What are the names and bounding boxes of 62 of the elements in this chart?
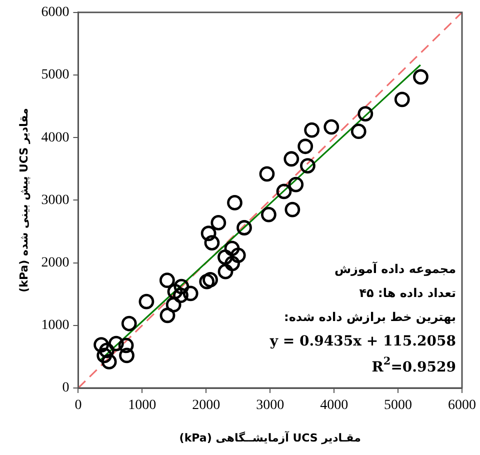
point [358, 106, 374, 122]
point [182, 286, 198, 302]
point [230, 248, 246, 263]
y-tick-label: 3000 [41, 192, 70, 208]
point [160, 308, 176, 324]
point [199, 274, 215, 290]
point [218, 264, 234, 280]
point [224, 256, 240, 272]
point [166, 297, 182, 312]
point [284, 202, 300, 218]
point [217, 249, 233, 265]
point [288, 176, 304, 192]
point [300, 158, 316, 174]
point [394, 92, 410, 108]
x-tick-label: 0 [74, 398, 82, 414]
x-tick-label: 6000 [448, 398, 476, 414]
point [227, 195, 242, 210]
x-tick-label: 4000 [320, 398, 348, 414]
point [96, 348, 112, 364]
point [174, 278, 190, 294]
point [324, 119, 340, 135]
point [167, 284, 183, 300]
point [304, 122, 320, 138]
point [173, 288, 188, 304]
annotation: بهترین خط برازش داده شده: [284, 310, 456, 324]
point [118, 338, 134, 354]
point [99, 342, 114, 358]
annotation: تعداد داده ها: ۴۵ [359, 286, 456, 300]
y-axis-title: مقادیر UCS پیش بینی شده (kPa) [17, 108, 30, 292]
x-axis-title: مقـادیر UCS آزمایشــگاهی (kPa) [179, 430, 361, 444]
x-tick-label: 1000 [128, 398, 156, 414]
point [284, 151, 300, 167]
point [200, 226, 216, 242]
point [119, 348, 134, 364]
point [350, 124, 366, 140]
point [101, 354, 117, 370]
point [210, 215, 226, 230]
point [224, 240, 240, 256]
point [236, 220, 252, 236]
point [159, 272, 175, 288]
point [276, 184, 292, 200]
point [121, 316, 137, 332]
y-tick-label: 4000 [41, 130, 70, 146]
point [204, 235, 220, 250]
annotation: y = 0.9435x + 115.2058 [268, 334, 456, 350]
point [413, 69, 428, 85]
point [260, 206, 276, 222]
point [259, 166, 275, 182]
point [202, 272, 218, 288]
y-tick-label: 0 [62, 380, 70, 396]
annotation: مجموعه داده آموزش [334, 261, 456, 276]
point [298, 138, 314, 154]
point [138, 294, 154, 310]
x-tick-label: 2000 [192, 398, 220, 414]
x-tick-label: 3000 [256, 398, 284, 414]
point [108, 336, 124, 352]
y-tick-label: 5000 [41, 68, 70, 83]
x-tick-label: 5000 [384, 398, 412, 414]
point [94, 337, 109, 353]
y-tick-label: 2000 [41, 255, 70, 270]
y-tick-label: 6000 [41, 5, 70, 20]
y-tick-label: 1000 [41, 318, 70, 334]
